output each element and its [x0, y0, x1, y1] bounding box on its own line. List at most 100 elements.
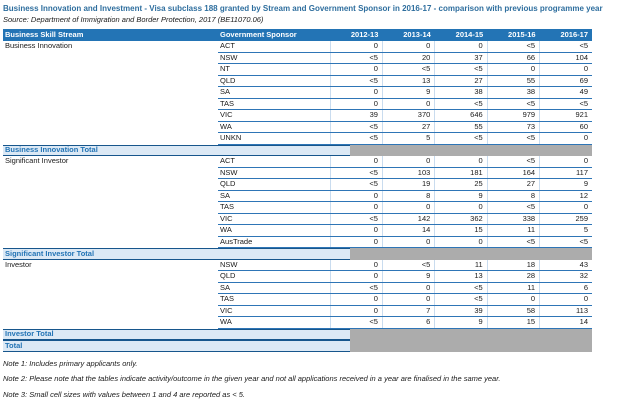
stream-cell [3, 133, 218, 145]
value-cell: 28 [486, 270, 540, 283]
table-row: NT 0 <5 <5 0 0 [3, 63, 592, 76]
value-cell: 55 [486, 75, 540, 87]
value-cell: 11 [486, 224, 540, 237]
value-cell: <5 [381, 63, 435, 76]
sponsor-cell: WA [218, 121, 331, 133]
note-3: Note 3: Small cell sizes with values bet… [3, 389, 246, 399]
value-cell: 0 [329, 201, 383, 214]
table-row: WA <5 6 9 15 14 [3, 316, 592, 329]
value-cell: 0 [539, 132, 592, 145]
stream-cell [3, 317, 218, 329]
table-row: WA 0 14 15 11 5 [3, 224, 592, 237]
value-cell: 0 [381, 156, 435, 168]
value-cell: <5 [486, 236, 540, 248]
value-cell: 362 [434, 213, 488, 225]
report-source: Source: Department of Immigration and Bo… [3, 15, 264, 24]
value-cell: 37 [434, 52, 488, 64]
value-cell: 259 [539, 213, 592, 225]
value-cell: 103 [381, 167, 435, 179]
sponsor-cell: SA [218, 282, 331, 294]
table-row: UNKN <5 5 <5 <5 0 [3, 132, 592, 145]
stream-cell [3, 110, 218, 122]
value-cell: 32 [539, 270, 592, 283]
col-header-2014-15: 2014-15 [434, 29, 488, 41]
stream-total-cell: Investor Total [3, 328, 592, 340]
table-row: QLD <5 13 27 55 69 [3, 75, 592, 87]
notes-section: Note 1: Includes primary applicants only… [3, 359, 640, 399]
report-title: Business Innovation and Investment - Vis… [3, 4, 603, 13]
value-cell: 9 [539, 178, 592, 191]
value-cell: <5 [486, 156, 540, 168]
stream-total-suppressed-values [350, 144, 592, 156]
value-cell: 27 [434, 75, 488, 87]
value-cell: 60 [539, 121, 592, 133]
table-row: TAS 0 0 <5 <5 <5 [3, 98, 592, 110]
value-cell: 13 [434, 270, 488, 283]
sponsor-cell: SA [218, 86, 331, 99]
table-row: Investor NSW 0 <5 11 18 43 [3, 259, 592, 271]
stream-cell [3, 305, 218, 317]
value-cell: 9 [381, 86, 435, 99]
stream-total-flex: Significant Investor Total [3, 248, 592, 260]
table-row: VIC <5 142 362 338 259 [3, 213, 592, 225]
value-cell: 0 [381, 282, 435, 294]
sponsor-cell: QLD [218, 270, 331, 283]
value-cell: <5 [329, 167, 383, 179]
value-cell: <5 [329, 132, 383, 145]
value-cell: 9 [434, 316, 488, 329]
value-cell: 12 [539, 190, 592, 202]
value-cell: <5 [539, 41, 592, 53]
stream-total-label: Significant Investor Total [3, 248, 350, 260]
value-cell: <5 [486, 41, 540, 53]
value-cell: 921 [539, 109, 592, 122]
value-cell: 0 [539, 156, 592, 168]
table-row: Business Innovation ACT 0 0 0 <5 <5 [3, 41, 592, 53]
value-cell: 0 [539, 201, 592, 214]
value-cell: 0 [381, 98, 435, 110]
value-cell: <5 [434, 63, 488, 76]
table-row: SA 0 9 38 38 49 [3, 86, 592, 99]
value-cell: 13 [381, 75, 435, 87]
col-header-2013-14: 2013-14 [382, 29, 435, 41]
sponsor-cell: UNKN [218, 132, 331, 145]
stream-cell [3, 202, 218, 214]
sponsor-cell: TAS [218, 201, 331, 214]
value-cell: 0 [329, 224, 383, 237]
value-cell: 19 [381, 178, 435, 191]
grand-total-flex: Total [3, 340, 592, 352]
table-row: AusTrade 0 0 0 <5 <5 [3, 236, 592, 248]
sponsor-cell: TAS [218, 98, 331, 110]
value-cell: 25 [434, 178, 488, 191]
value-cell: 0 [329, 293, 383, 306]
value-cell: 0 [329, 98, 383, 110]
visa-grants-table: Business Skill Stream Government Sponsor… [3, 29, 592, 352]
value-cell: 0 [329, 236, 383, 248]
value-cell: 979 [486, 109, 540, 122]
table-row: VIC 39 370 646 979 921 [3, 109, 592, 122]
value-cell: 0 [381, 41, 435, 53]
sponsor-cell: TAS [218, 293, 331, 306]
table-row: TAS 0 0 0 <5 0 [3, 201, 592, 214]
sponsor-cell: NSW [218, 52, 331, 64]
value-cell: 55 [434, 121, 488, 133]
value-cell: <5 [329, 52, 383, 64]
value-cell: 6 [539, 282, 592, 294]
value-cell: 6 [381, 316, 435, 329]
sponsor-cell: VIC [218, 305, 331, 317]
stream-cell [3, 294, 218, 306]
stream-total-flex: Business Innovation Total [3, 144, 592, 156]
stream-cell [3, 271, 218, 283]
value-cell: <5 [434, 282, 488, 294]
table-row: VIC 0 7 39 58 113 [3, 305, 592, 317]
value-cell: 0 [434, 41, 488, 53]
stream-cell: Investor [5, 259, 32, 269]
col-header-2016-17: 2016-17 [539, 29, 592, 41]
value-cell: 0 [486, 63, 540, 76]
stream-total-flex: Investor Total [3, 328, 592, 340]
value-cell: 38 [434, 86, 488, 99]
table-row: QLD <5 19 25 27 9 [3, 178, 592, 191]
value-cell: <5 [486, 201, 540, 214]
stream-cell [3, 98, 218, 110]
sponsor-cell: SA [218, 190, 331, 202]
stream-cell [3, 179, 218, 191]
